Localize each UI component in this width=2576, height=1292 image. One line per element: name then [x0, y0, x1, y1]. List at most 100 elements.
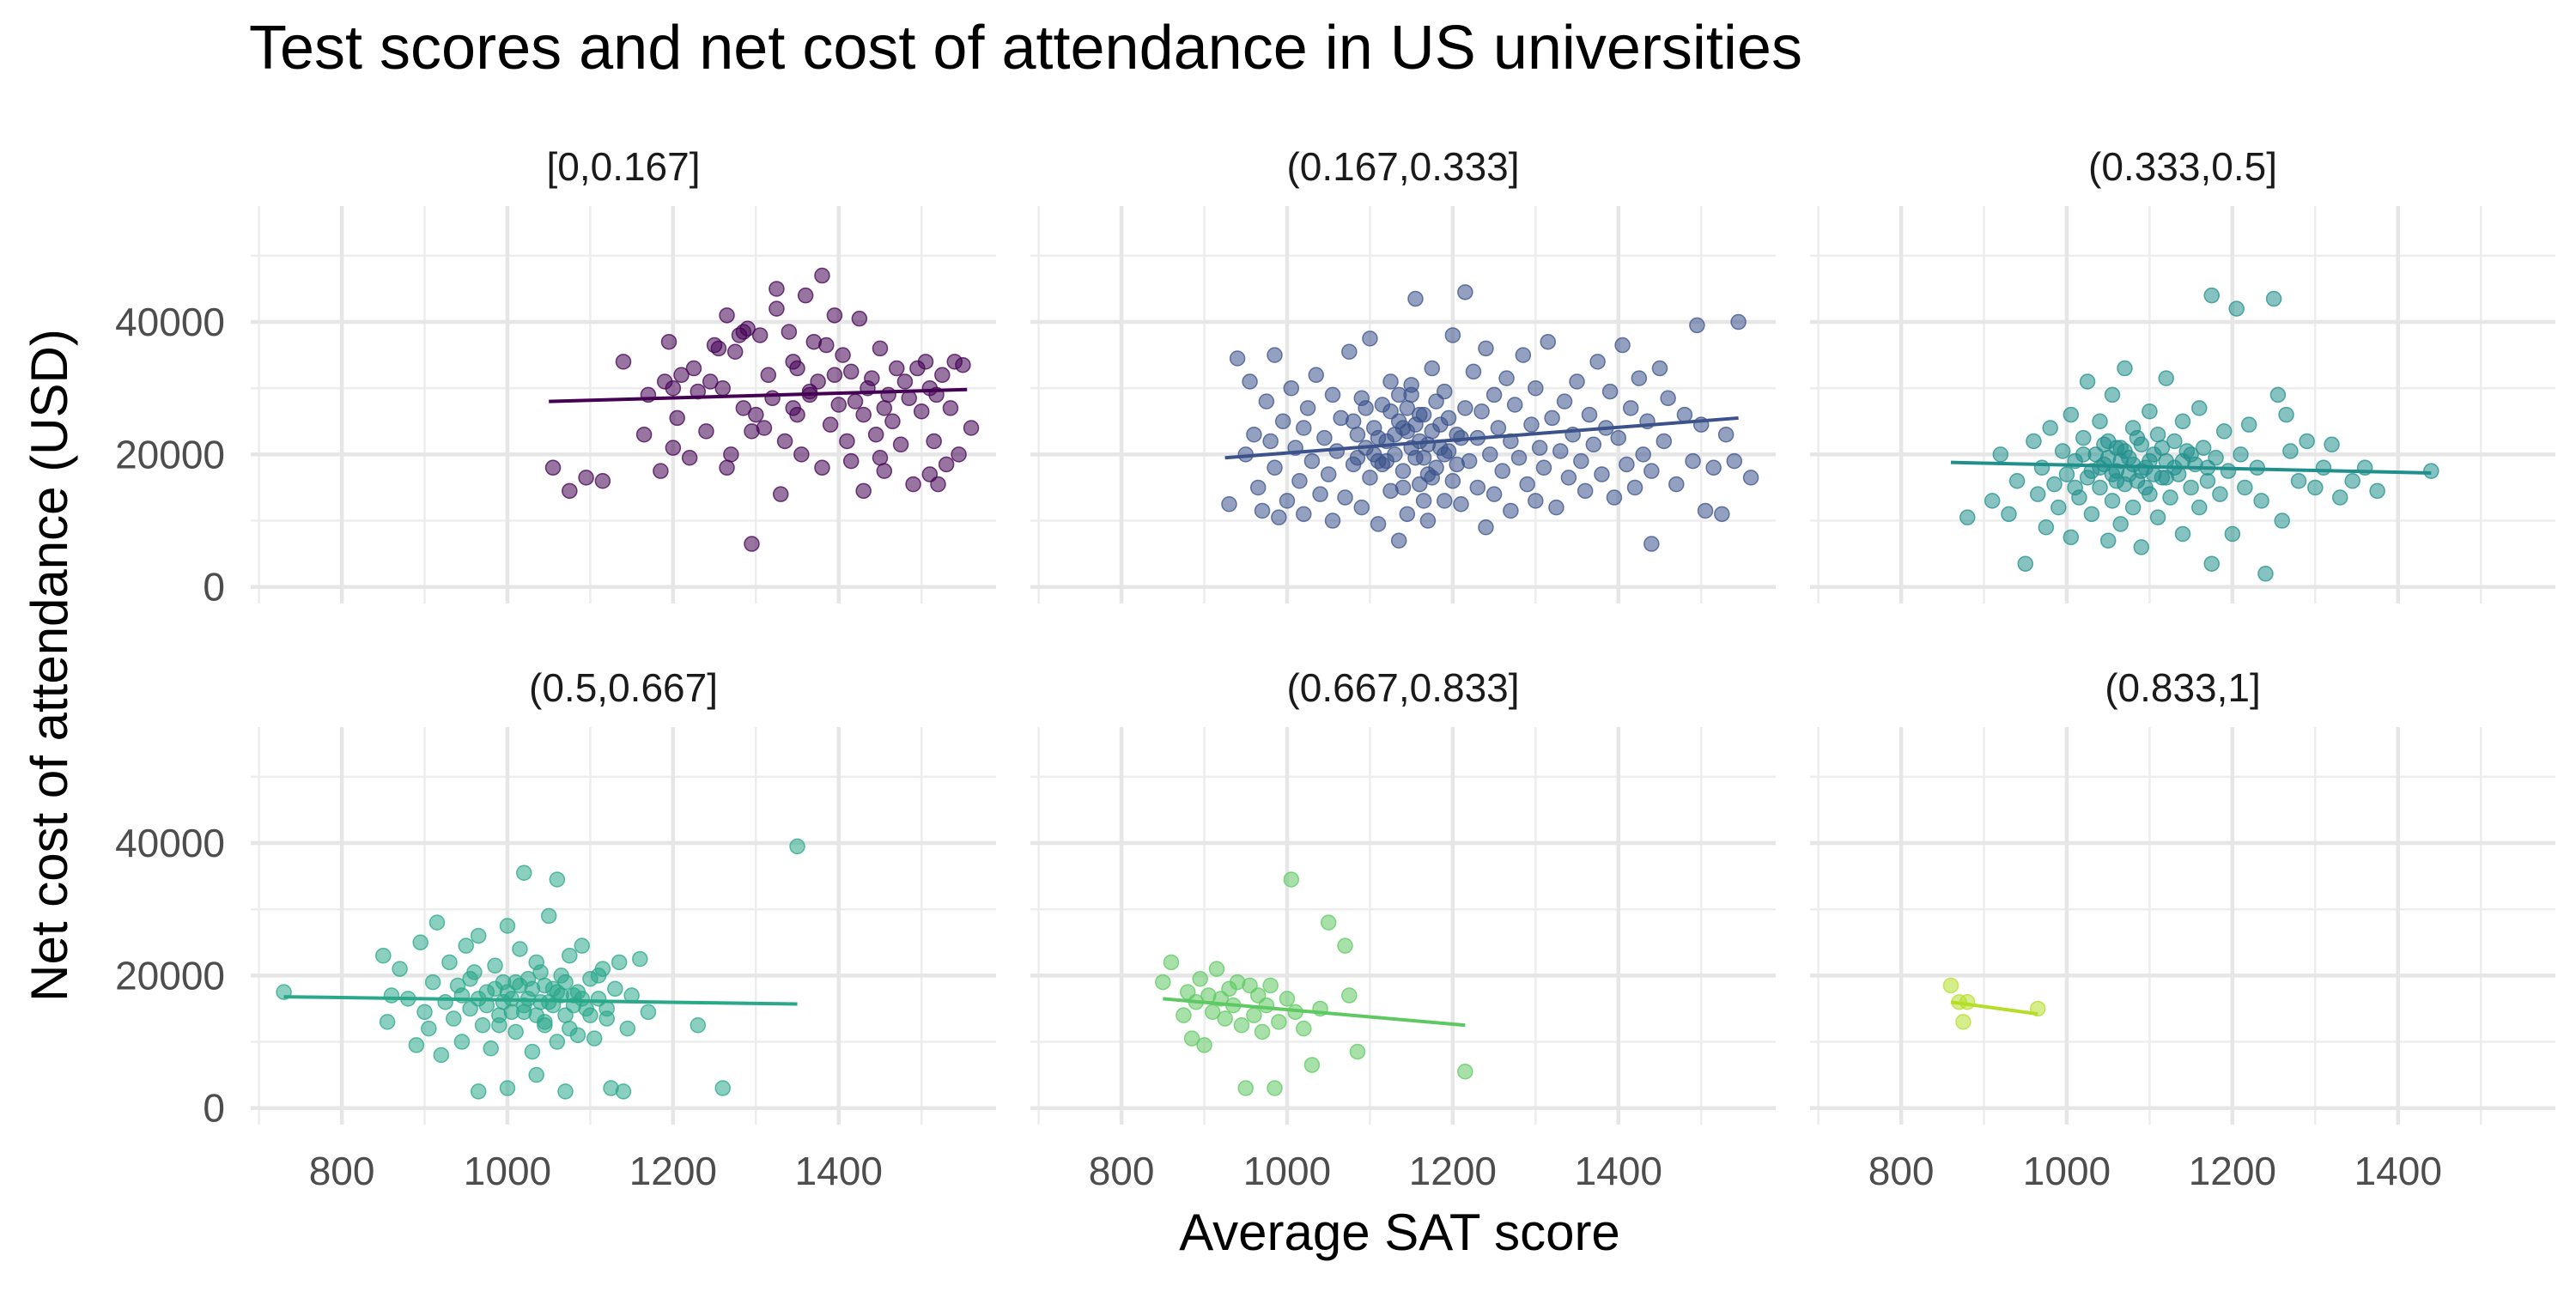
- data-point: [2369, 482, 2385, 500]
- data-point: [1577, 482, 1594, 500]
- data-point: [524, 1043, 541, 1060]
- data-point: [516, 864, 532, 882]
- data-point: [2154, 440, 2171, 456]
- data-point: [557, 1083, 574, 1100]
- data-point: [607, 980, 623, 998]
- data-point: [2075, 429, 2092, 446]
- data-point: [1552, 443, 1569, 459]
- data-point: [801, 383, 818, 400]
- facet-label: (0.167,0.333]: [1286, 144, 1519, 189]
- data-point: [1192, 970, 1208, 987]
- data-point: [1523, 416, 1540, 433]
- data-point: [1283, 871, 1300, 888]
- trend-line: [1950, 1000, 2038, 1016]
- data-point: [1296, 1020, 1312, 1037]
- data-point: [2054, 443, 2071, 459]
- facet-label: (0.333,0.5]: [2088, 144, 2277, 189]
- data-point: [1176, 1007, 1192, 1023]
- data-point: [1984, 493, 2001, 509]
- data-point: [549, 1034, 566, 1050]
- y-tick-label: 40000: [115, 300, 225, 344]
- data-point: [2195, 440, 2212, 456]
- data-point: [889, 360, 905, 377]
- data-point: [1163, 954, 1180, 971]
- data-point: [1457, 1064, 1473, 1080]
- data-point: [2075, 446, 2092, 463]
- data-point: [1457, 284, 1473, 300]
- data-point: [462, 970, 478, 987]
- data-point: [926, 433, 942, 450]
- data-point: [1196, 1037, 1212, 1053]
- data-point: [1498, 370, 1515, 386]
- data-point: [698, 423, 714, 440]
- data-point: [487, 957, 503, 974]
- data-point: [2112, 516, 2129, 532]
- data-point: [723, 446, 739, 463]
- data-point: [2191, 400, 2208, 416]
- data-point: [1254, 1023, 1271, 1040]
- data-point: [2158, 470, 2174, 486]
- data-point: [1303, 452, 1321, 470]
- data-point: [797, 287, 814, 304]
- data-point: [1246, 1007, 1262, 1023]
- data-point: [1390, 386, 1407, 403]
- data-point: [673, 367, 690, 384]
- data-point: [1444, 472, 1461, 489]
- data-point: [1382, 403, 1399, 420]
- data-point: [1279, 991, 1296, 1007]
- data-point: [1271, 1014, 1287, 1030]
- data-point: [453, 1034, 471, 1050]
- data-point: [2083, 506, 2100, 523]
- data-point: [2063, 406, 2080, 423]
- data-point: [2104, 466, 2121, 482]
- data-point: [1610, 429, 1627, 446]
- data-point: [2133, 539, 2150, 555]
- data-point: [1573, 452, 1589, 470]
- data-point: [2017, 555, 2034, 572]
- data-point: [1519, 476, 1535, 493]
- facet-label: (0.833,1]: [2105, 665, 2261, 710]
- data-point: [789, 838, 805, 855]
- data-point: [726, 343, 744, 361]
- x-tick-label: 1400: [2354, 1149, 2442, 1193]
- data-point: [2265, 290, 2282, 307]
- data-point: [681, 449, 698, 466]
- data-point: [2233, 446, 2249, 463]
- x-tick-label: 1200: [629, 1149, 717, 1193]
- data-point: [1262, 977, 1279, 994]
- data-point: [1668, 476, 1685, 493]
- data-point: [1449, 456, 1465, 473]
- data-point: [1685, 452, 1701, 470]
- data-point: [1424, 423, 1441, 440]
- data-point: [772, 486, 789, 502]
- data-point: [2183, 479, 2199, 496]
- data-point: [1581, 406, 1598, 423]
- data-point: [1619, 456, 1635, 473]
- data-point: [1324, 513, 1341, 529]
- data-point: [963, 420, 980, 436]
- data-point: [1341, 987, 1358, 1004]
- data-point: [1535, 459, 1552, 476]
- data-point: [2162, 489, 2178, 506]
- data-point: [1399, 400, 1416, 416]
- data-point: [446, 1010, 462, 1027]
- trend-line: [1163, 997, 1466, 1028]
- data-point: [1622, 400, 1639, 416]
- data-point: [594, 472, 611, 489]
- data-point: [1478, 340, 1494, 357]
- data-point: [1271, 509, 1287, 525]
- data-point: [2149, 426, 2166, 443]
- data-point: [1242, 373, 1258, 390]
- data-point: [2046, 476, 2063, 493]
- data-point: [408, 1037, 425, 1053]
- data-points: [1942, 977, 2046, 1030]
- data-point: [582, 1007, 598, 1023]
- data-point: [2026, 433, 2042, 450]
- x-axis-title: Average SAT score: [1179, 1204, 1620, 1261]
- data-point: [1229, 350, 1246, 367]
- data-point: [1254, 502, 1271, 519]
- data-point: [1485, 386, 1503, 403]
- data-point: [1337, 937, 1353, 954]
- data-point: [1506, 397, 1523, 413]
